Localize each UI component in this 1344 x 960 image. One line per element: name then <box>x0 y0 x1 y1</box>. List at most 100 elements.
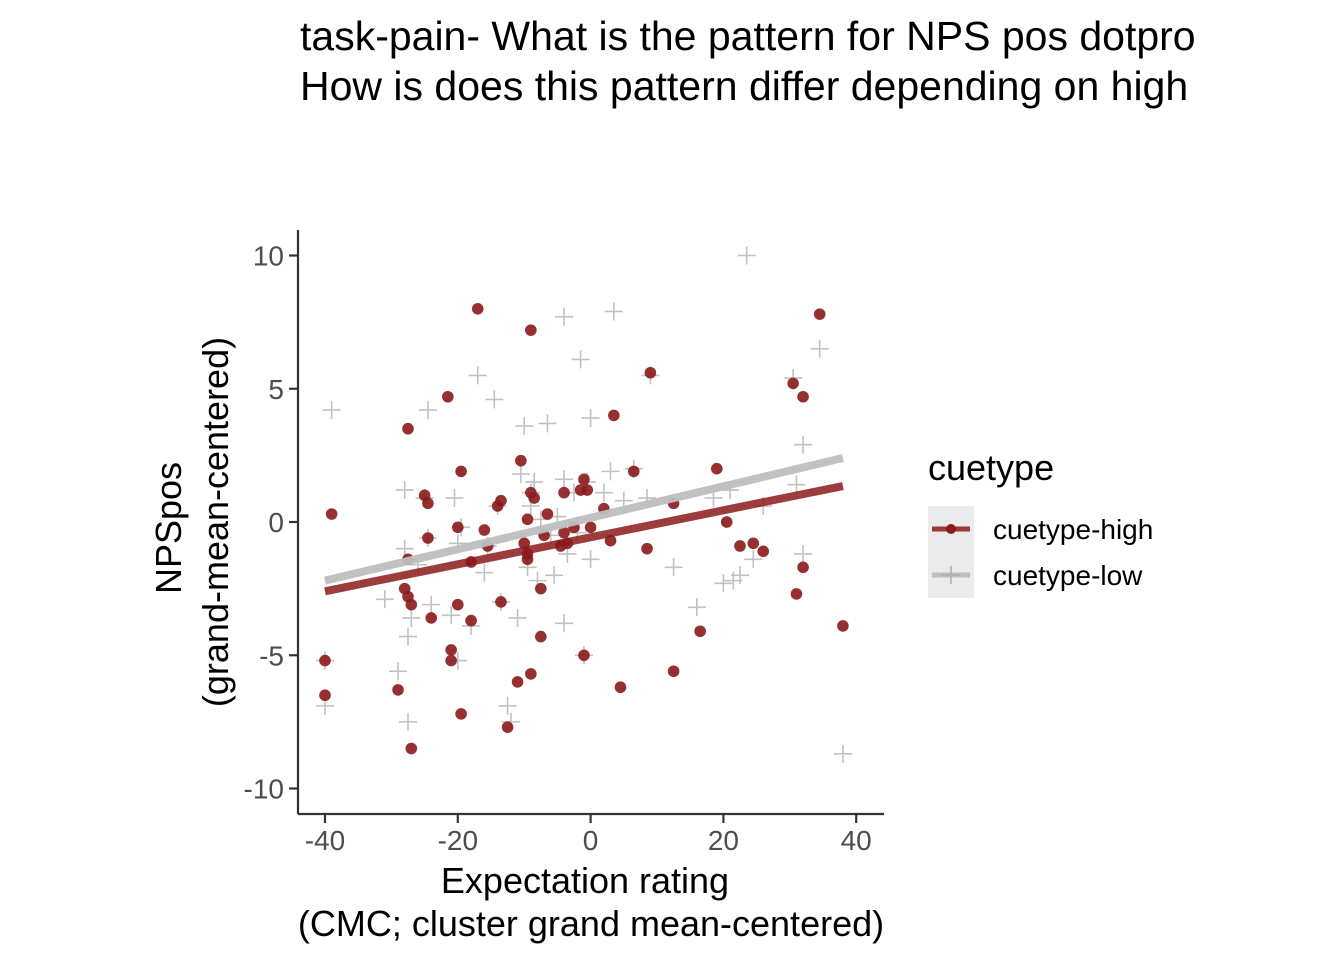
data-point-cuetype-low <box>511 465 530 484</box>
data-point-cuetype-high <box>405 742 418 755</box>
data-point-cuetype-low <box>445 489 464 508</box>
data-point-cuetype-high <box>478 524 491 536</box>
data-point-cuetype-high <box>790 588 803 600</box>
data-point-cuetype-high <box>627 465 640 478</box>
data-point-cuetype-high <box>319 689 331 702</box>
data-point-cuetype-low <box>422 595 441 614</box>
y-axis-title-line-1: NPSpos <box>148 462 189 594</box>
data-point-cuetype-low <box>810 339 829 358</box>
data-point-cuetype-low <box>555 307 574 326</box>
x-tick-label: 0 <box>583 825 599 856</box>
legend-title: cuetype <box>928 447 1054 488</box>
data-point-cuetype-low <box>571 350 590 369</box>
data-point-cuetype-high <box>515 454 527 467</box>
data-point-cuetype-high <box>501 721 514 734</box>
data-point-cuetype-high <box>525 324 537 336</box>
data-point-cuetype-high <box>442 390 454 403</box>
x-tick-label: 40 <box>841 825 872 856</box>
data-point-cuetype-high <box>710 462 723 475</box>
data-point-cuetype-high <box>425 612 438 624</box>
y-tick-label: 0 <box>268 507 284 538</box>
data-point-cuetype-low <box>794 544 813 563</box>
data-point-cuetype-low <box>581 550 600 569</box>
data-point-cuetype-high <box>528 492 540 504</box>
data-point-cuetype-low <box>555 470 574 489</box>
data-point-cuetype-high <box>452 598 464 611</box>
data-point-cuetype-high <box>471 303 484 315</box>
data-point-cuetype-high <box>584 521 597 534</box>
legend: cuetype cuetype-high cuetype-low <box>928 447 1153 598</box>
data-point-cuetype-low <box>395 481 414 500</box>
data-point-cuetype-low <box>664 558 683 577</box>
data-point-cuetype-low <box>442 606 461 625</box>
data-point-cuetype-high <box>720 516 733 528</box>
plot-area: -40 -20 0 20 40 -10 -5 0 5 10 <box>244 230 884 856</box>
data-point-cuetype-high <box>535 582 547 595</box>
data-point-cuetype-low <box>515 417 534 436</box>
data-point-cuetype-high <box>558 486 570 499</box>
data-point-cuetype-low <box>375 590 394 609</box>
data-point-cuetype-high <box>558 526 570 539</box>
data-point-cuetype-high <box>319 654 331 667</box>
data-point-cuetype-high <box>787 377 799 390</box>
data-point-cuetype-high <box>525 668 537 680</box>
y-tick-label: 5 <box>268 374 284 405</box>
data-point-cuetype-high <box>445 654 457 667</box>
data-point-cuetype-low <box>468 366 487 385</box>
x-tick-label: 20 <box>708 825 739 856</box>
x-axis-title-line-1: Expectation rating <box>441 860 729 901</box>
y-axis-title-line-2: (grand-mean-centered) <box>195 337 236 707</box>
data-point-cuetype-high <box>465 614 477 627</box>
x-axis-ticks: -40 -20 0 20 40 <box>305 814 872 856</box>
data-point-cuetype-low <box>555 614 574 633</box>
data-point-cuetype-low <box>418 401 437 420</box>
data-point-cuetype-low <box>714 574 733 593</box>
data-point-cuetype-low <box>604 302 623 321</box>
data-point-cuetype-low <box>322 401 341 420</box>
data-point-cuetype-high <box>535 630 547 643</box>
y-tick-label: 10 <box>253 241 284 272</box>
data-point-cuetype-high <box>734 540 746 552</box>
data-point-cuetype-high <box>757 545 770 558</box>
chart-title-line-1: task-pain- What is the pattern for NPS p… <box>300 13 1196 59</box>
legend-label-high: cuetype-high <box>993 514 1153 545</box>
data-point-cuetype-high <box>578 473 590 486</box>
y-tick-label: -10 <box>244 774 284 805</box>
data-point-cuetype-low <box>687 598 706 617</box>
data-point-cuetype-high <box>455 465 467 478</box>
data-point-cuetype-high <box>667 665 680 678</box>
data-point-cuetype-low <box>545 566 564 585</box>
data-point-cuetype-high <box>644 366 657 379</box>
data-point-cuetype-high <box>495 494 507 507</box>
data-point-cuetype-low <box>833 744 852 763</box>
x-tick-label: -40 <box>305 825 345 856</box>
data-point-cuetype-high <box>445 644 457 656</box>
data-point-cuetype-low <box>508 608 527 627</box>
legend-label-low: cuetype-low <box>993 560 1143 591</box>
data-point-cuetype-high <box>422 532 434 544</box>
data-point-cuetype-high <box>325 508 338 520</box>
data-point-cuetype-high <box>452 521 464 534</box>
data-point-cuetype-low <box>389 662 408 681</box>
data-point-cuetype-high <box>541 508 554 520</box>
data-point-cuetype-high <box>641 542 653 555</box>
data-point-cuetype-high <box>837 620 849 632</box>
legend-key-low-marker <box>942 566 960 584</box>
data-point-cuetype-high <box>813 308 826 320</box>
y-axis-ticks: -10 -5 0 5 10 <box>244 241 298 805</box>
data-point-cuetype-low <box>787 475 806 494</box>
y-tick-label: -5 <box>259 640 284 671</box>
data-point-cuetype-low <box>737 246 756 265</box>
data-point-cuetype-high <box>521 513 534 526</box>
series-cuetype-high-points <box>319 303 849 755</box>
data-point-cuetype-high <box>614 681 627 694</box>
data-point-cuetype-high <box>422 497 434 510</box>
data-point-cuetype-low <box>538 414 557 433</box>
data-point-cuetype-low <box>485 390 504 409</box>
data-point-cuetype-low <box>581 409 600 428</box>
legend-key-high-marker <box>946 524 956 534</box>
fit-line-cuetype-low <box>324 454 844 585</box>
data-point-cuetype-low <box>731 566 749 585</box>
data-point-cuetype-high <box>392 684 404 696</box>
